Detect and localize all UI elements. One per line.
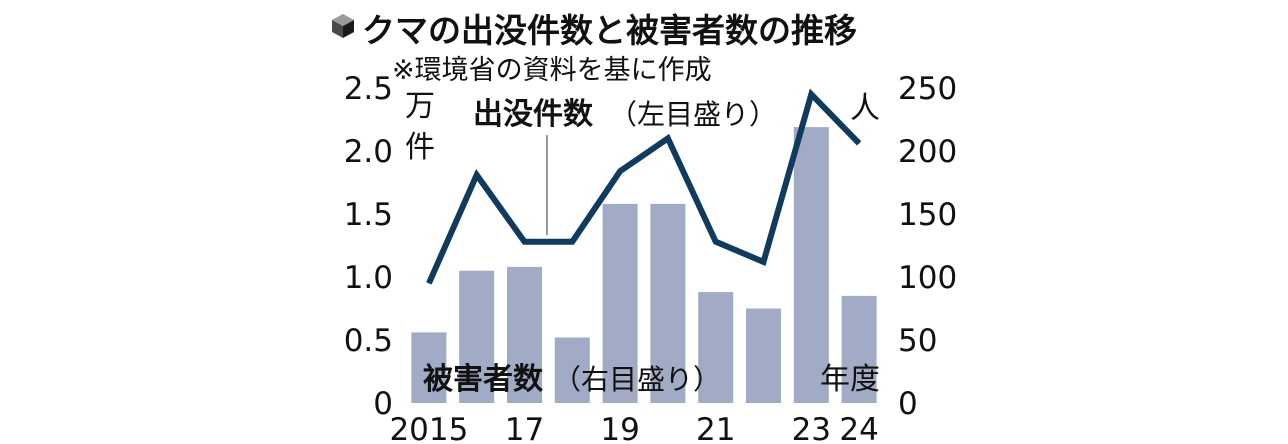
x-axis-tick-label: 19	[600, 412, 639, 444]
left-axis-tick-label: 1.0	[344, 260, 393, 296]
x-axis-tick-label: 23	[792, 412, 831, 444]
bar-20	[650, 203, 686, 403]
line-point-24	[858, 142, 860, 144]
line-point-20	[667, 137, 669, 139]
left-axis-unit-line2: 件	[405, 130, 435, 165]
line-point-2015	[428, 282, 430, 284]
right-axis-unit: 人	[850, 91, 880, 126]
bar-series-axis-note: （右目盛り）	[553, 363, 721, 396]
bar-18	[554, 337, 590, 403]
bar-24	[841, 295, 877, 403]
x-axis-tick-label: 2015	[389, 412, 468, 444]
left-axis-tick-label: 0.5	[344, 323, 393, 359]
left-axis-tick-label: 2.5	[344, 71, 393, 107]
line-series-axis-note: （左目盛り）	[609, 98, 777, 131]
right-axis-tick-label: 0	[898, 386, 918, 422]
bar-series-label: 被害者数	[423, 362, 544, 397]
bar-2015	[411, 332, 447, 403]
x-axis-title: 年度	[820, 362, 880, 397]
bar-21	[698, 292, 734, 403]
line-point-16	[476, 174, 478, 176]
right-axis-tick-label: 50	[898, 323, 937, 359]
left-axis-tick-label: 0	[373, 386, 393, 422]
bar-19	[602, 203, 638, 403]
line-point-18	[571, 241, 573, 243]
right-axis-tick-label: 200	[898, 134, 957, 170]
line-series-label: 出没件数	[473, 97, 594, 132]
x-axis-tick-label: 24	[839, 412, 878, 444]
x-axis-tick-label: 17	[505, 412, 544, 444]
cube-icon	[330, 12, 356, 44]
chart-title: クマの出没件数と被害者数の推移	[362, 11, 857, 50]
left-axis-tick-label: 2.0	[344, 134, 393, 170]
line-point-21	[715, 241, 717, 243]
right-axis-tick-label: 100	[898, 260, 957, 296]
line-point-19	[619, 170, 621, 172]
left-axis-tick-label: 1.5	[344, 197, 393, 233]
chart-subtitle: ※環境省の資料を基に作成	[392, 55, 712, 86]
bar-22	[746, 308, 781, 403]
line-series-出没件数	[426, 88, 862, 285]
right-axis-tick-label: 150	[898, 197, 957, 233]
line-point-17	[524, 241, 525, 243]
left-axis-unit-line1: 万	[405, 89, 435, 124]
bar-23	[793, 127, 829, 403]
x-axis-tick-label: 21	[696, 412, 735, 444]
chart-title-row: クマの出没件数と被害者数の推移	[330, 4, 857, 52]
right-axis-tick-label: 250	[898, 71, 957, 107]
line-point-23	[810, 93, 812, 95]
bar-16	[459, 270, 495, 403]
bar-17	[507, 266, 542, 403]
line-point-22	[763, 261, 764, 263]
